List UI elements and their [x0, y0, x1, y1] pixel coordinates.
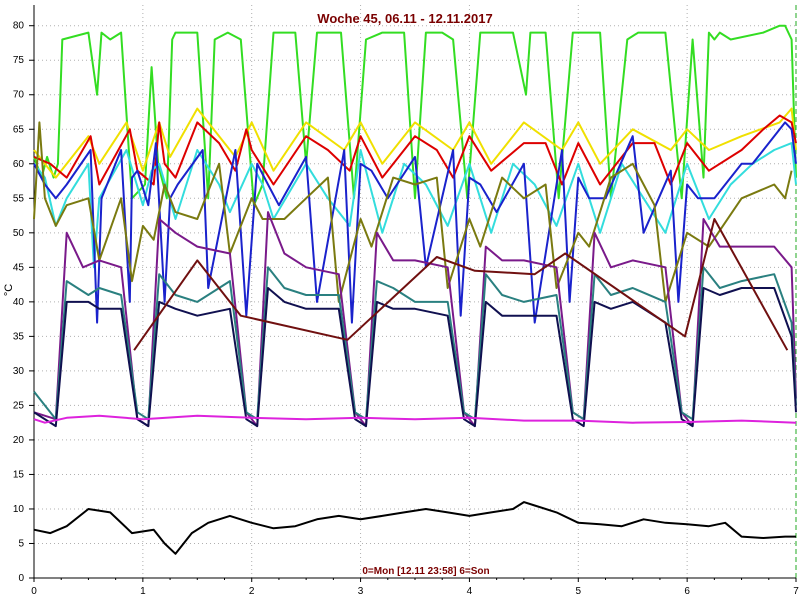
- y-tick-label: 10: [13, 504, 25, 515]
- y-tick-label: 25: [13, 400, 25, 411]
- x-tick-label: 7: [793, 586, 799, 597]
- chart-title: Woche 45, 06.11 - 12.11.2017: [317, 11, 492, 26]
- x-tick-label: 2: [249, 586, 255, 597]
- x-tick-label: 0: [31, 586, 37, 597]
- x-tick-label: 6: [684, 586, 690, 597]
- series-line-11: [33, 501, 796, 555]
- y-tick-label: 0: [18, 573, 24, 584]
- y-tick-label: 60: [13, 159, 25, 170]
- series-line-3: [33, 142, 797, 269]
- series-line-1: [33, 107, 797, 179]
- axes-layer: [29, 5, 797, 582]
- series-line-9: [133, 218, 789, 351]
- series-line-5: [33, 121, 793, 303]
- y-tick-label: 15: [13, 469, 25, 480]
- y-tick-label: 75: [13, 55, 25, 66]
- series-layer: [33, 24, 797, 555]
- y-axis-label: °C: [3, 284, 15, 296]
- series-line-8: [33, 287, 797, 428]
- y-tick-label: 5: [18, 538, 24, 549]
- y-tick-label: 20: [13, 435, 25, 446]
- x-tick-label: 3: [358, 586, 364, 597]
- y-tick-label: 50: [13, 228, 25, 239]
- y-tick-label: 55: [13, 193, 25, 204]
- x-tick-label: 5: [576, 586, 582, 597]
- series-line-10: [33, 414, 797, 424]
- y-tick-label: 40: [13, 297, 25, 308]
- y-tick-label: 30: [13, 366, 25, 377]
- y-tick-label: 70: [13, 90, 25, 101]
- y-tick-label: 35: [13, 331, 25, 342]
- x-axis-label: 0=Mon [12.11 23:58] 6=Son: [362, 566, 489, 577]
- y-tick-label: 45: [13, 262, 25, 273]
- y-tick-label: 80: [13, 21, 25, 32]
- y-tick-label: 65: [13, 124, 25, 135]
- x-tick-label: 4: [467, 586, 473, 597]
- series-line-4: [33, 121, 797, 324]
- x-tick-label: 1: [140, 586, 146, 597]
